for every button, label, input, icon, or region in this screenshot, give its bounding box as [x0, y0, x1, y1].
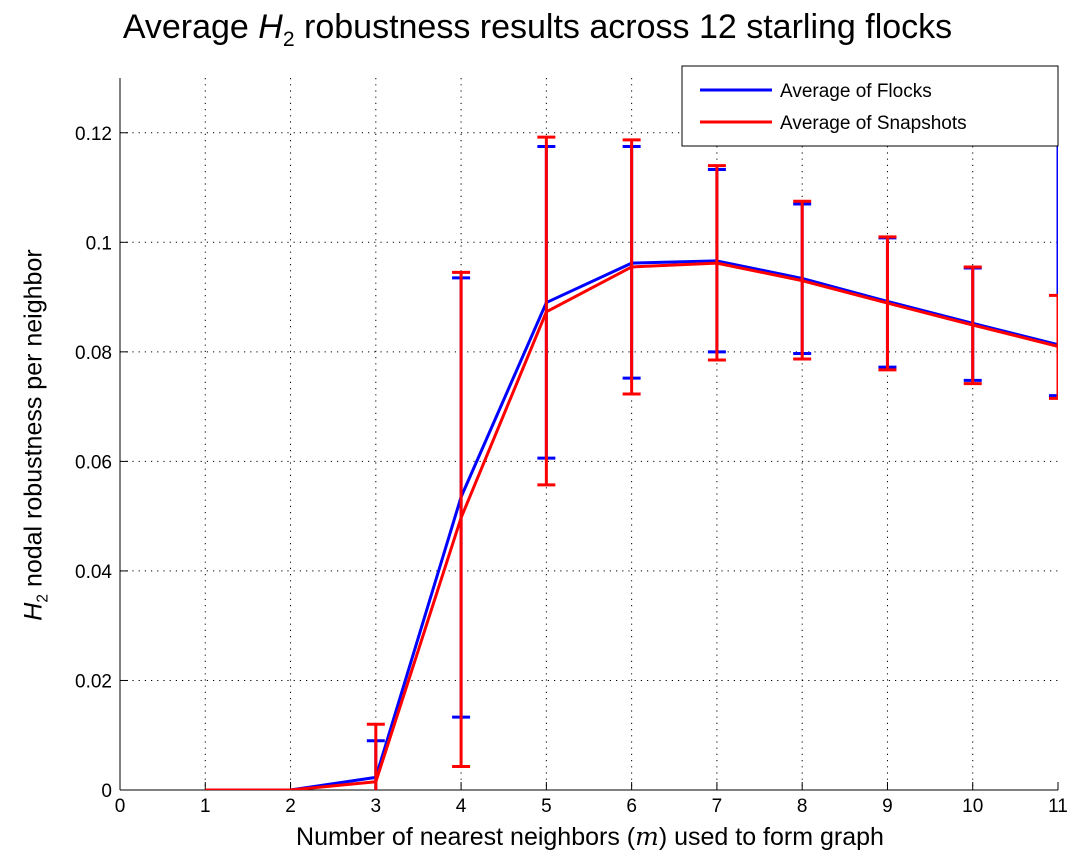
chart-title-prefix: Average [122, 8, 259, 46]
y-tick-label: 0.12 [75, 124, 112, 145]
legend: Average of Flocks Average of Snapshots [681, 65, 1059, 147]
legend-box [681, 65, 1059, 147]
x-tick-label: 7 [712, 796, 723, 817]
legend-label: Average of Snapshots [780, 113, 967, 134]
x-tick-label: 5 [541, 796, 552, 817]
x-tick-label: 9 [882, 796, 893, 817]
x-tick-label: 6 [626, 796, 637, 817]
y-tick-label: 0 [101, 781, 112, 802]
y-tick-label: 0.06 [75, 452, 112, 473]
x-tick-label: 10 [962, 796, 983, 817]
chart-title-subscript: 2 [282, 27, 295, 51]
y-tick-label: 0.1 [86, 233, 112, 254]
legend-item: Average of Snapshots [700, 113, 967, 134]
x-tick-label: 8 [797, 796, 808, 817]
y-tick-label: 0.02 [75, 671, 112, 692]
x-tick-label: 0 [115, 796, 126, 817]
legend-label: Average of Flocks [780, 81, 932, 102]
x-axis-label: Number of nearest neighbors (m) used to … [120, 822, 1060, 852]
series-2 [205, 135, 1058, 790]
x-tick-label: 3 [371, 796, 382, 817]
x-tick-label: 4 [456, 796, 467, 817]
legend-item: Average of Flocks [700, 81, 932, 102]
y-tick-label: 0.08 [75, 343, 112, 364]
x-axis-label-prefix: Number of nearest neighbors ( [296, 823, 636, 851]
chart-title-suffix: robustness results across 12 starling fl… [294, 8, 953, 46]
x-axis-label-suffix: ) used to form graph [658, 823, 884, 851]
chart-title: Average H2 robustness results across 12 … [0, 8, 1075, 52]
chart-title-symbol: H [258, 8, 283, 46]
series-1 [205, 78, 1058, 790]
x-tick-label: 11 [1048, 796, 1068, 817]
x-tick-label: 2 [285, 796, 296, 817]
x-axis-label-variable: m [635, 822, 659, 851]
grid [120, 78, 1058, 790]
y-tick-label: 0.04 [75, 562, 112, 583]
series-group [205, 78, 1058, 790]
x-tick-label: 1 [200, 796, 211, 817]
